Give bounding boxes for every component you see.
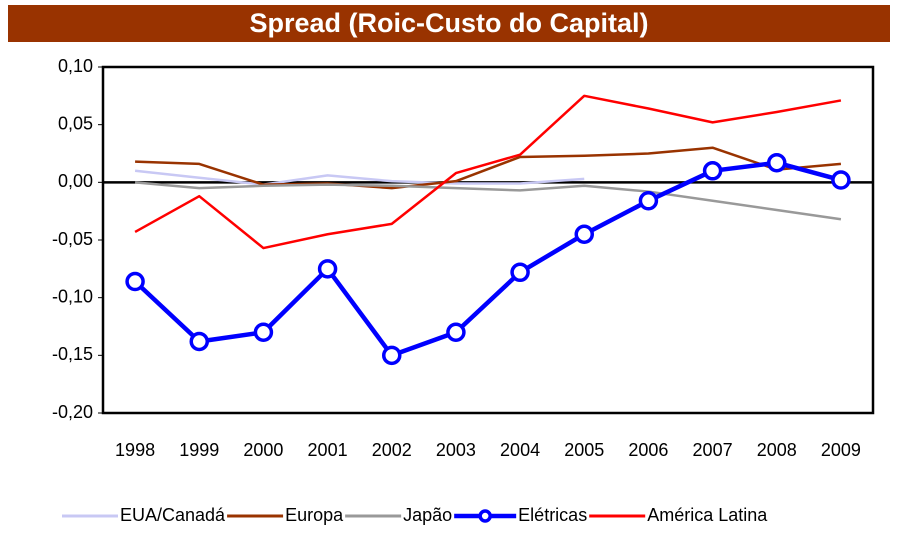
point	[702, 161, 723, 181]
series-line	[134, 169, 585, 186]
series-line	[134, 94, 842, 250]
point	[382, 345, 402, 366]
x-tick-label: 2003	[436, 440, 476, 460]
point	[767, 152, 787, 173]
chart-title: Spread (Roic-Custo do Capital)	[249, 8, 648, 38]
series-line	[133, 160, 842, 358]
series-line	[135, 146, 842, 190]
x-tick-label: 2002	[372, 440, 412, 460]
point	[831, 170, 851, 190]
x-tick-label: 2001	[308, 440, 348, 460]
x-tick-label: 2008	[757, 440, 797, 460]
point	[510, 262, 530, 283]
legend-label: Europa	[285, 505, 344, 525]
x-tick-label: 1998	[115, 440, 155, 460]
x-tick-label: 2006	[628, 440, 668, 460]
point	[317, 259, 338, 279]
plot-frame	[101, 65, 875, 415]
point	[446, 322, 466, 343]
y-tick-label: -0,15	[52, 344, 93, 364]
series-line	[134, 181, 842, 221]
y-tick-label: 0,05	[58, 113, 93, 133]
x-tick-label: 2007	[693, 440, 733, 460]
y-tick-label: -0,10	[52, 286, 93, 306]
x-tick-label: 2009	[821, 440, 861, 460]
y-tick-label: 0,00	[58, 171, 93, 191]
title-bar	[8, 5, 890, 42]
point	[253, 322, 274, 343]
x-tick-label: 2000	[243, 440, 283, 460]
x-tick-label: 2004	[500, 440, 540, 460]
legend-label: Japão	[403, 505, 452, 525]
x-tick-label: 2005	[564, 440, 604, 460]
point	[638, 191, 659, 211]
point	[125, 271, 145, 292]
legend-label: América Latina	[647, 505, 768, 525]
y-tick-label: -0,20	[52, 402, 93, 422]
legend-label: EUA/Canadá	[120, 505, 226, 525]
y-tick-label: 0,10	[58, 56, 93, 76]
legend-marker	[478, 509, 492, 523]
point	[574, 224, 594, 244]
x-tick-label: 1999	[179, 440, 219, 460]
legend-label: Elétricas	[518, 505, 587, 525]
point	[189, 331, 209, 352]
y-tick-label: -0,05	[52, 229, 93, 249]
